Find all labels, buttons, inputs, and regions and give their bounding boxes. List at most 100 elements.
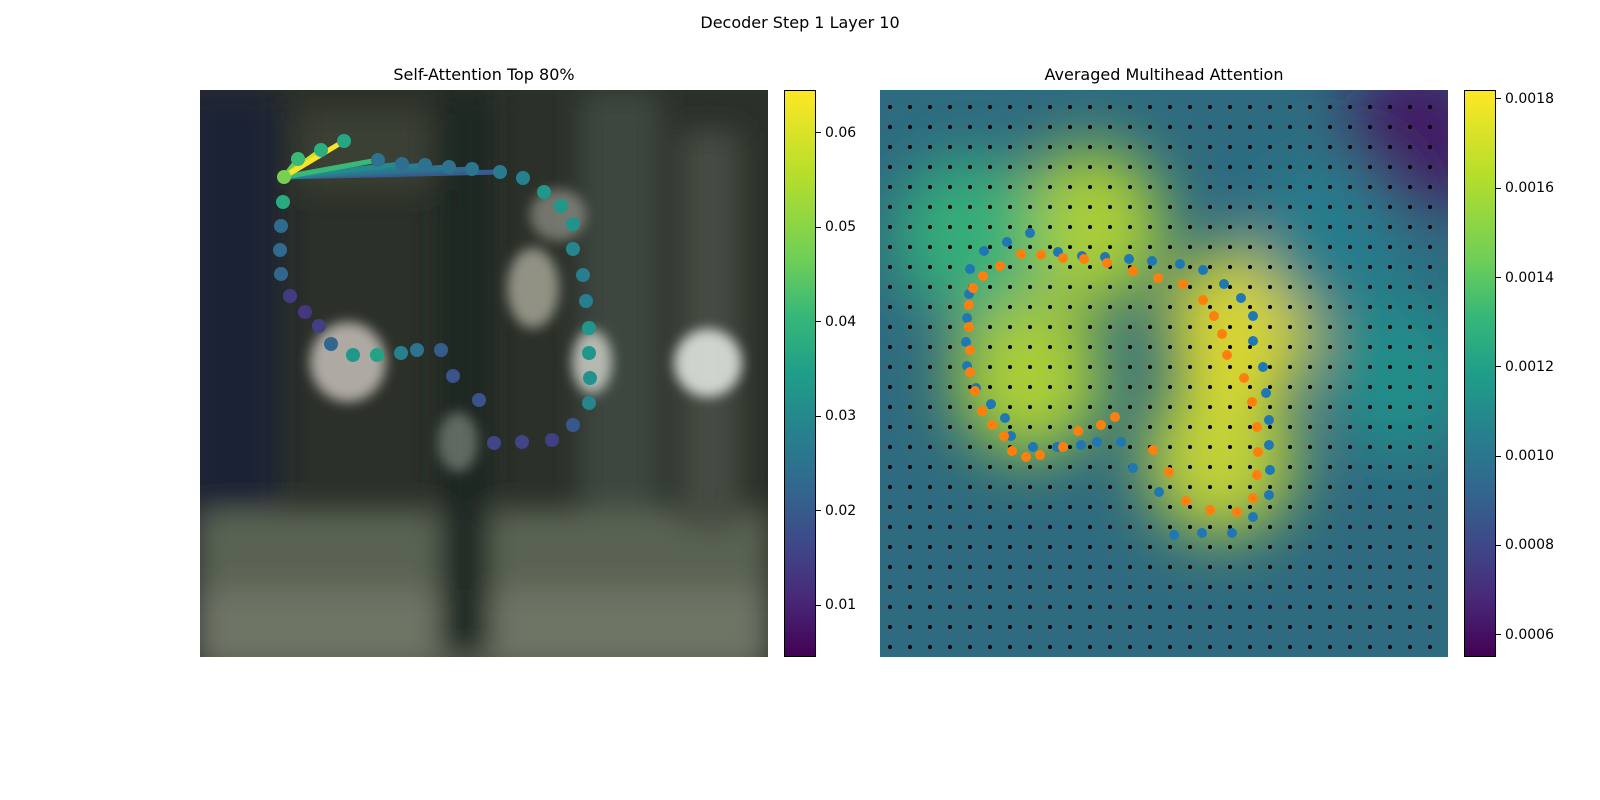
colorbar-tick-mark bbox=[816, 132, 821, 134]
grid-marker bbox=[1368, 325, 1372, 329]
grid-marker bbox=[1008, 145, 1012, 149]
grid-marker bbox=[1308, 405, 1312, 409]
trajectory-point bbox=[1128, 266, 1138, 276]
grid-marker bbox=[1108, 245, 1112, 249]
grid-marker bbox=[1288, 185, 1292, 189]
grid-marker bbox=[1188, 325, 1192, 329]
grid-marker bbox=[988, 165, 992, 169]
grid-marker bbox=[1128, 605, 1132, 609]
grid-marker bbox=[1028, 245, 1032, 249]
grid-marker bbox=[1008, 325, 1012, 329]
grid-marker bbox=[988, 605, 992, 609]
grid-marker bbox=[1208, 385, 1212, 389]
grid-marker bbox=[988, 445, 992, 449]
grid-marker bbox=[1068, 405, 1072, 409]
colorbar-tick-mark bbox=[1496, 366, 1501, 368]
colorbar-tick-mark bbox=[1496, 634, 1501, 636]
grid-marker bbox=[1128, 165, 1132, 169]
grid-marker bbox=[1108, 445, 1112, 449]
grid-marker bbox=[1048, 545, 1052, 549]
grid-marker bbox=[1108, 345, 1112, 349]
grid-marker bbox=[1388, 605, 1392, 609]
trajectory-point bbox=[1198, 265, 1208, 275]
grid-marker bbox=[1028, 465, 1032, 469]
grid-marker bbox=[1208, 425, 1212, 429]
grid-marker bbox=[1328, 505, 1332, 509]
colorbar-tick-label: 0.0016 bbox=[1505, 180, 1554, 197]
grid-marker bbox=[1268, 365, 1272, 369]
grid-marker bbox=[948, 125, 952, 129]
grid-marker bbox=[1128, 505, 1132, 509]
grid-marker bbox=[1148, 205, 1152, 209]
grid-marker bbox=[1328, 545, 1332, 549]
grid-marker bbox=[1148, 145, 1152, 149]
grid-marker bbox=[1348, 145, 1352, 149]
grid-marker bbox=[1208, 545, 1212, 549]
grid-marker bbox=[1048, 365, 1052, 369]
grid-marker bbox=[1388, 645, 1392, 649]
grid-marker bbox=[1128, 205, 1132, 209]
grid-marker bbox=[1108, 145, 1112, 149]
colorbar-tick-mark bbox=[1496, 277, 1501, 278]
trajectory-point bbox=[1239, 373, 1249, 383]
grid-marker bbox=[1248, 325, 1252, 329]
grid-marker bbox=[1108, 225, 1112, 229]
grid-marker bbox=[1388, 325, 1392, 329]
grid-marker bbox=[1248, 125, 1252, 129]
grid-marker bbox=[1008, 305, 1012, 309]
grid-marker bbox=[1168, 205, 1172, 209]
heat-hotspot bbox=[1325, 297, 1448, 457]
grid-marker bbox=[1048, 205, 1052, 209]
grid-marker bbox=[948, 505, 952, 509]
grid-marker bbox=[1388, 305, 1392, 309]
token-point bbox=[487, 436, 501, 450]
trajectory-point bbox=[1164, 467, 1174, 477]
grid-marker bbox=[1428, 565, 1432, 569]
grid-marker bbox=[1408, 445, 1412, 449]
token-point bbox=[298, 305, 312, 319]
grid-marker bbox=[948, 585, 952, 589]
grid-marker bbox=[928, 225, 932, 229]
grid-marker bbox=[1348, 625, 1352, 629]
token-point bbox=[434, 343, 448, 357]
grid-marker bbox=[908, 545, 912, 549]
grid-marker bbox=[1028, 605, 1032, 609]
grid-marker bbox=[1368, 445, 1372, 449]
token-point bbox=[274, 267, 288, 281]
grid-marker bbox=[1368, 505, 1372, 509]
grid-marker bbox=[1288, 625, 1292, 629]
grid-marker bbox=[1328, 365, 1332, 369]
grid-marker bbox=[1308, 245, 1312, 249]
trajectory-point bbox=[1058, 442, 1068, 452]
trajectory-point bbox=[1096, 420, 1106, 430]
grid-marker bbox=[1388, 465, 1392, 469]
grid-marker bbox=[1308, 125, 1312, 129]
grid-marker bbox=[1168, 345, 1172, 349]
grid-marker bbox=[1168, 565, 1172, 569]
grid-marker bbox=[1428, 345, 1432, 349]
grid-marker bbox=[1088, 565, 1092, 569]
grid-marker bbox=[1248, 245, 1252, 249]
grid-marker bbox=[988, 305, 992, 309]
grid-marker bbox=[1068, 345, 1072, 349]
grid-marker bbox=[988, 265, 992, 269]
grid-marker bbox=[888, 105, 892, 109]
grid-marker bbox=[1228, 525, 1232, 529]
token-point bbox=[346, 348, 360, 362]
grid-marker bbox=[988, 225, 992, 229]
grid-marker bbox=[1388, 205, 1392, 209]
grid-marker bbox=[1308, 505, 1312, 509]
grid-marker bbox=[1308, 225, 1312, 229]
grid-marker bbox=[1428, 145, 1432, 149]
grid-marker bbox=[1148, 505, 1152, 509]
trajectory-point bbox=[965, 367, 975, 377]
grid-marker bbox=[1188, 525, 1192, 529]
grid-marker bbox=[1288, 305, 1292, 309]
grid-marker bbox=[1208, 625, 1212, 629]
grid-marker bbox=[1228, 225, 1232, 229]
grid-marker bbox=[1028, 545, 1032, 549]
grid-marker bbox=[1248, 265, 1252, 269]
grid-marker bbox=[1308, 345, 1312, 349]
grid-marker bbox=[1128, 245, 1132, 249]
grid-marker bbox=[1288, 425, 1292, 429]
